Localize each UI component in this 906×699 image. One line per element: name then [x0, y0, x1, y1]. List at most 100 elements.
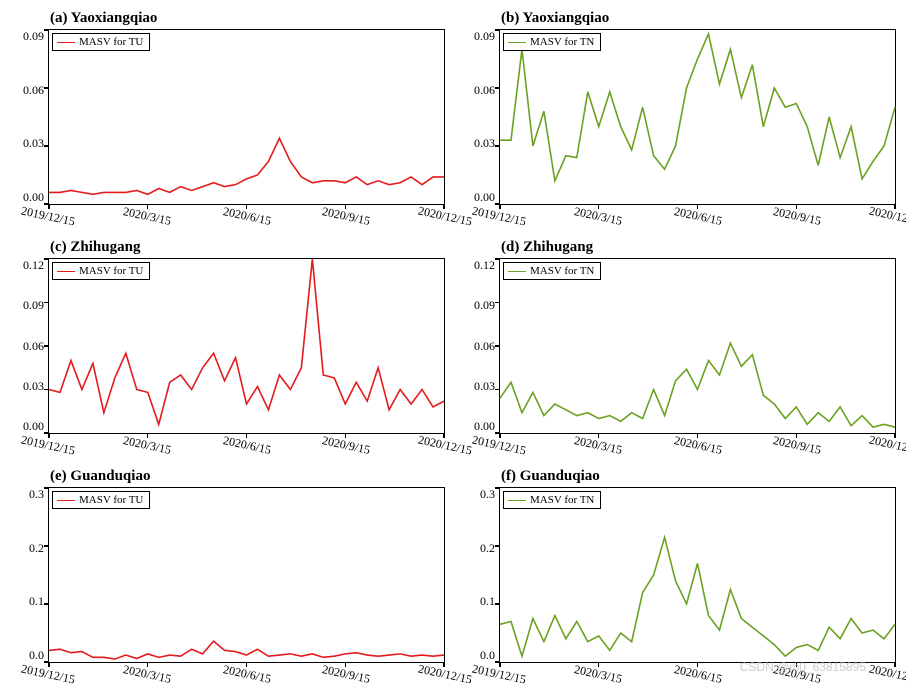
panel-c: (c) Zhihugang 0.12 0.09 0.06 0.03 0.00 MASV fo…: [10, 239, 445, 460]
y-tick-label: 0.09: [474, 298, 495, 313]
legend-label: MASV for TU: [79, 494, 143, 506]
plot-wrap: 0.3 0.2 0.1 0.0 MASV for TU: [10, 487, 445, 689]
plot-area: MASV for TU: [48, 487, 445, 663]
series-line: [500, 537, 895, 656]
y-tick-label: 0.3: [480, 487, 495, 502]
legend-label: MASV for TU: [79, 36, 143, 48]
legend-swatch: [57, 271, 75, 272]
series-line: [500, 343, 895, 427]
plot-wrap: 0.12 0.09 0.06 0.03 0.00 MASV for TU: [10, 258, 445, 460]
x-tick-labels: 2019/12/152020/3/152020/6/152020/9/15202…: [48, 207, 445, 231]
y-tick-label: 0.00: [474, 419, 495, 434]
legend-swatch: [508, 42, 526, 43]
x-tick-label: 2020/6/15: [672, 662, 723, 687]
legend: MASV for TU: [52, 491, 150, 509]
y-tick-label: 0.09: [23, 298, 44, 313]
panel-title: (e) Guanduqiao: [10, 468, 445, 485]
x-tick-label: 2020/6/15: [672, 433, 723, 458]
y-tick-label: 0.0: [29, 648, 44, 663]
panel-title: (b) Yaoxiangqiao: [461, 10, 896, 27]
x-tick-label: 2020/6/15: [221, 662, 272, 687]
x-tick-label: 2020/3/15: [573, 662, 624, 687]
x-tick-label: 2020/3/15: [122, 433, 173, 458]
plot-area: MASV for TN: [499, 29, 896, 205]
x-tick-label: 2020/9/15: [320, 433, 371, 458]
plot-area: MASV for TU: [48, 258, 445, 434]
watermark: CSDN @m0_63815895: [740, 660, 866, 674]
y-tick-labels: 0.3 0.2 0.1 0.0: [10, 487, 48, 663]
legend: MASV for TN: [503, 33, 601, 51]
legend-label: MASV for TU: [79, 265, 143, 277]
y-tick-labels: 0.120.090.060.030.00: [461, 258, 499, 434]
y-tick-label: 0.03: [474, 379, 495, 394]
y-tick-label: 0.12: [474, 258, 495, 273]
legend-label: MASV for TN: [530, 265, 594, 277]
panel-title: (f) Guanduqiao: [461, 468, 896, 485]
x-tick-label: 2020/12/15: [868, 661, 906, 687]
y-tick-label: 0.03: [23, 136, 44, 151]
y-tick-labels: 0.3 0.2 0.1 0.0: [461, 487, 499, 663]
legend-label: MASV for TN: [530, 494, 594, 506]
y-tick-label: 0.06: [474, 83, 495, 98]
x-tick-label: 2020/3/15: [122, 662, 173, 687]
x-tick-labels: 2019/12/152020/3/152020/6/152020/9/15202…: [499, 436, 896, 460]
y-tick-label: 0.09: [23, 29, 44, 44]
y-tick-label: 0.06: [23, 83, 44, 98]
y-tick-label: 0.3: [29, 487, 44, 502]
panel-title: (c) Zhihugang: [10, 239, 445, 256]
x-tick-label: 2020/12/15: [868, 432, 906, 458]
y-tick-label: 0.00: [23, 419, 44, 434]
y-tick-labels: 0.12 0.09 0.06 0.03 0.00: [10, 258, 48, 434]
y-tick-label: 0.2: [29, 541, 44, 556]
panel-title: (d) Zhihugang: [461, 239, 896, 256]
plot-area: MASV for TN: [499, 258, 896, 434]
plot-wrap: 0.3 0.2 0.1 0.0 MASV for TN: [461, 487, 896, 689]
legend-swatch: [508, 271, 526, 272]
figure-grid: (a) Yaoxiangqiao0.090.060.030.00MASV for…: [10, 10, 896, 689]
legend-swatch: [57, 500, 75, 501]
plot-area: MASV for TU: [48, 29, 445, 205]
y-tick-label: 0.2: [480, 541, 495, 556]
panel-a: (a) Yaoxiangqiao0.090.060.030.00MASV for…: [10, 10, 445, 231]
panel-e: (e) Guanduqiao0.30.20.10.0MASV for TU201…: [10, 468, 445, 689]
y-tick-label: 0.0: [480, 648, 495, 663]
x-tick-label: 2020/9/15: [320, 662, 371, 687]
y-tick-label: 0.1: [480, 594, 495, 609]
legend: MASV for TU: [52, 33, 150, 51]
y-tick-labels: 0.09 0.06 0.03 0.00: [10, 29, 48, 205]
x-tick-label: 2020/3/15: [122, 204, 173, 229]
y-tick-labels: 0.090.060.030.00: [461, 29, 499, 205]
series-line: [49, 138, 444, 194]
plot-wrap: 0.090.060.030.00MASV for TN: [461, 29, 896, 231]
series-line: [500, 34, 895, 181]
x-tick-label: 2020/9/15: [320, 204, 371, 229]
y-tick-label: 0.1: [29, 594, 44, 609]
series-line: [49, 641, 444, 659]
y-tick-label: 0.00: [23, 190, 44, 205]
x-tick-label: 2020/3/15: [573, 433, 624, 458]
x-tick-label: 2020/6/15: [221, 433, 272, 458]
legend: MASV for TN: [503, 491, 601, 509]
y-tick-label: 0.03: [474, 136, 495, 151]
legend-label: MASV for TN: [530, 36, 594, 48]
x-tick-label: 2020/6/15: [221, 204, 272, 229]
plot-wrap: 0.120.090.060.030.00MASV for TN: [461, 258, 896, 460]
y-tick-label: 0.06: [23, 339, 44, 354]
x-tick-labels: 2019/12/152020/3/152020/6/152020/9/15202…: [499, 207, 896, 231]
y-tick-label: 0.12: [23, 258, 44, 273]
x-tick-label: 2020/3/15: [573, 204, 624, 229]
legend: MASV for TN: [503, 262, 601, 280]
x-tick-label: 2020/9/15: [771, 204, 822, 229]
x-tick-labels: 2019/12/152020/3/152020/6/152020/9/15202…: [48, 436, 445, 460]
legend: MASV for TU: [52, 262, 150, 280]
x-tick-labels: 2019/12/152020/3/152020/6/152020/9/15202…: [48, 665, 445, 689]
x-tick-label: 2020/9/15: [771, 433, 822, 458]
series-line: [49, 259, 444, 424]
x-tick-label: 2020/12/15: [868, 203, 906, 229]
y-tick-label: 0.00: [474, 190, 495, 205]
y-tick-label: 0.03: [23, 379, 44, 394]
panel-d: (d) Zhihugang0.120.090.060.030.00MASV fo…: [461, 239, 896, 460]
legend-swatch: [57, 42, 75, 43]
legend-swatch: [508, 500, 526, 501]
plot-wrap: 0.09 0.06 0.03 0.00 MASV for TU: [10, 29, 445, 231]
